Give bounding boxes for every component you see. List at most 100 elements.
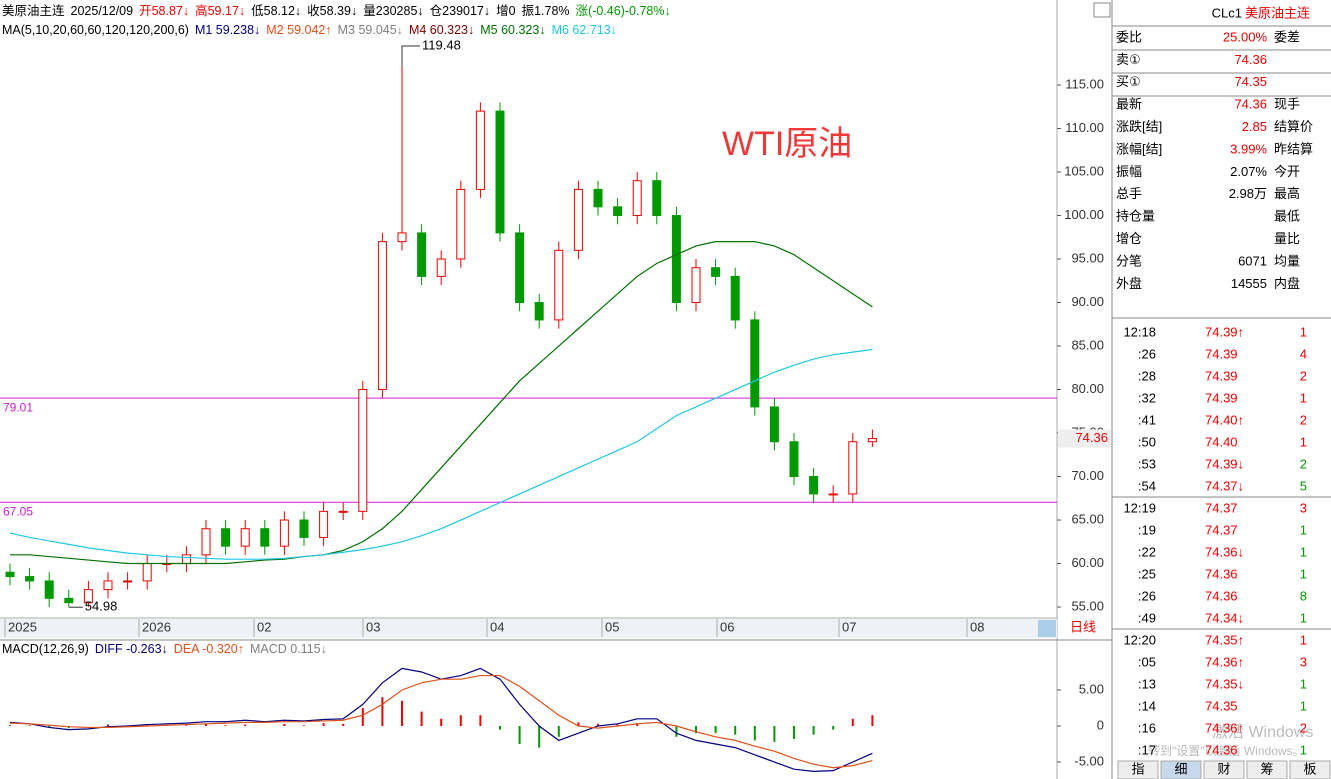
tick-price: 74.37 <box>1205 522 1238 537</box>
tick-time: :49 <box>1138 610 1156 625</box>
quote-value: 2.85 <box>1242 119 1267 134</box>
tick-price: 74.39 <box>1205 368 1238 383</box>
y-tick-label: 70.00 <box>1071 468 1104 483</box>
y-tick-label: 100.00 <box>1064 207 1104 222</box>
tick-volume: 1 <box>1300 676 1307 691</box>
x-tick-label: 08 <box>970 619 984 634</box>
quote-label: 卖① <box>1116 52 1141 67</box>
quote-value: 6071 <box>1238 253 1267 268</box>
tick-volume: 2 <box>1300 412 1307 427</box>
x-tick-label: 07 <box>842 619 856 634</box>
candle-body <box>711 267 721 277</box>
quote-value: 14555 <box>1231 276 1267 291</box>
y-tick-label: 95.00 <box>1071 250 1104 265</box>
tick-volume: 5 <box>1300 478 1307 493</box>
y-tick-label: -5.00 <box>1074 753 1104 768</box>
tick-time: 12:20 <box>1123 632 1156 647</box>
tick-time: :19 <box>1138 522 1156 537</box>
tick-price: 74.35 <box>1205 698 1238 713</box>
tab-label[interactable]: 细 <box>1174 761 1187 776</box>
last-price-tag <box>1058 429 1111 448</box>
tick-volume: 1 <box>1300 698 1307 713</box>
candle-body <box>260 528 270 547</box>
candle-body <box>83 589 93 604</box>
legend-item: 增0 <box>496 3 516 18</box>
tick-time: :54 <box>1138 478 1156 493</box>
candle-body <box>103 580 113 591</box>
quote-label: 最低 <box>1274 209 1300 224</box>
x-tick-label: 05 <box>605 619 619 634</box>
x-tick-label: 2026 <box>142 619 171 634</box>
tick-time: :26 <box>1138 588 1156 603</box>
tab[interactable] <box>1160 760 1202 779</box>
y-tick-label: 65.00 <box>1071 511 1104 526</box>
tick-price: 74.34↓ <box>1205 610 1244 625</box>
quote-label: 昨结算 <box>1274 141 1313 156</box>
tick-price: 74.35↑ <box>1205 632 1244 647</box>
quote-label: 委差 <box>1274 29 1300 44</box>
watermark: 激活 Windows <box>1212 723 1313 741</box>
candle-body <box>377 241 387 391</box>
tick-time: :22 <box>1138 544 1156 559</box>
candle-body <box>848 441 858 495</box>
candle-body <box>652 180 662 217</box>
last-price-label: 74.36 <box>1075 430 1108 445</box>
x-tick-label: 03 <box>366 619 380 634</box>
candle-body <box>730 275 740 321</box>
x-tick-label: 2025 <box>8 619 37 634</box>
tick-volume: 3 <box>1300 500 1307 515</box>
tick-volume: 1 <box>1300 566 1307 581</box>
candle-body <box>240 528 250 547</box>
annotation: WTI原油 <box>722 125 852 163</box>
candle-body <box>25 576 35 582</box>
legend-item: 美原油主连 <box>2 3 65 18</box>
window-button[interactable] <box>1093 2 1111 18</box>
tick-price: 74.36↑ <box>1205 720 1244 735</box>
tick-volume: 2 <box>1300 456 1307 471</box>
legend-item: 收58.39↓ <box>307 4 357 18</box>
tick-volume: 8 <box>1300 588 1307 603</box>
legend-item: 振1.78% <box>522 4 570 18</box>
tick-time: :25 <box>1138 566 1156 581</box>
tab[interactable] <box>1289 760 1331 779</box>
candle-body <box>495 110 505 234</box>
tab[interactable] <box>1246 760 1288 779</box>
candle-body <box>769 406 779 443</box>
scroll-button[interactable] <box>1038 620 1056 637</box>
candle-body <box>632 180 642 217</box>
tick-time: :05 <box>1138 654 1156 669</box>
x-tick-label: 02 <box>257 619 271 634</box>
quote-label: 总手 <box>1116 186 1142 201</box>
tab-label[interactable]: 板 <box>1303 761 1316 776</box>
quote-value: 74.36 <box>1234 52 1267 67</box>
quote-label: 最高 <box>1274 186 1300 201</box>
candle-body <box>475 110 485 190</box>
candle-body <box>358 389 368 512</box>
quote-value: 2.07% <box>1230 164 1267 179</box>
legend-item: 仓239017↓ <box>430 4 490 18</box>
tick-volume: 4 <box>1300 346 1307 361</box>
tab-label[interactable]: 指 <box>1131 761 1144 776</box>
tab[interactable] <box>1117 760 1159 779</box>
candle-body <box>338 510 348 513</box>
candle-body <box>691 267 701 304</box>
candle-body <box>515 232 525 304</box>
tab-label[interactable]: 筹 <box>1260 761 1273 776</box>
candle-body <box>201 528 211 556</box>
legend-item: DEA -0.320↑ <box>174 642 244 656</box>
y-tick-label: 60.00 <box>1071 555 1104 570</box>
tick-time: :28 <box>1138 368 1156 383</box>
tick-time: :17 <box>1138 742 1156 757</box>
tick-volume: 2 <box>1300 368 1307 383</box>
candle-body <box>436 258 446 277</box>
legend-item: M1 59.238↓ <box>195 23 260 37</box>
legend-item: 涨(-0.46)-0.78%↓ <box>576 3 671 18</box>
tick-price: 74.40↑ <box>1205 412 1244 427</box>
tick-price: 74.39 <box>1205 346 1238 361</box>
tick-volume: 2 <box>1300 720 1307 735</box>
price-line-label: 79.01 <box>3 400 33 414</box>
tab-label[interactable]: 财 <box>1217 761 1230 776</box>
tab[interactable] <box>1203 760 1245 779</box>
quote-label: 量比 <box>1274 231 1300 246</box>
